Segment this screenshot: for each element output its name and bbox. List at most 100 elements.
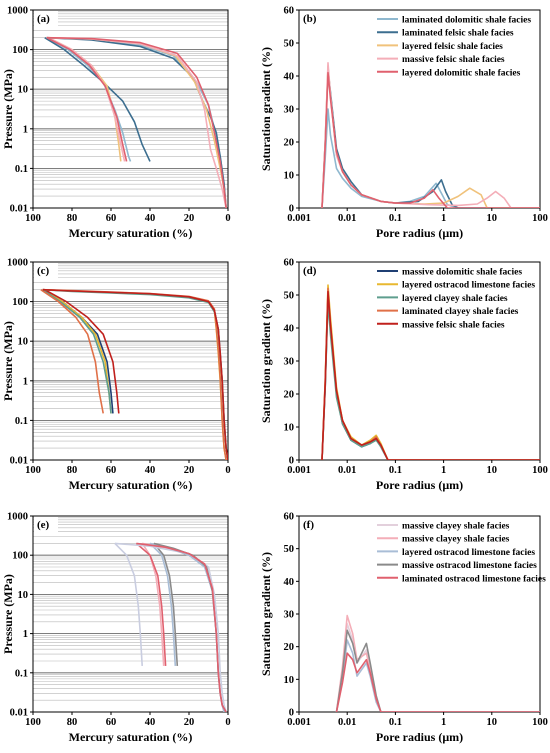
y-tick-label: 0.1 <box>15 164 28 175</box>
y-tick-label: 1 <box>23 124 28 135</box>
y-ticks: 0.01 0.1 1 10 100 1000 <box>7 6 33 215</box>
x-ticks: 0.001 0.01 0.1 1 10 100 <box>287 208 548 224</box>
y-tick-label: 0.1 <box>15 668 28 679</box>
panel-label-box: (c) <box>34 263 58 278</box>
x-tick-label: 0.01 <box>338 717 356 728</box>
panel-label-box: (d) <box>300 263 324 278</box>
series-line <box>321 71 540 208</box>
y-ticks: 0.01 0.1 1 10 100 1000 <box>7 258 33 467</box>
x-tick-label: 100 <box>532 717 548 728</box>
x-ticks: 100 80 60 40 20 0 <box>25 712 231 728</box>
legend-label: massive ostracod limestone facies <box>402 561 537 571</box>
legend-label: massive clayey shale facies <box>402 522 510 532</box>
panel-label: (d) <box>303 265 317 277</box>
x-tick-label: 1 <box>441 465 446 476</box>
legend-label: massive clayey shale facies <box>402 535 510 545</box>
series-line <box>46 36 227 208</box>
grid <box>33 9 228 209</box>
panel-e: 100 80 60 40 20 0 0.01 0.1 1 10 100 1000 Mercury sat… <box>1 512 231 745</box>
x-tick-label: 10 <box>487 213 498 224</box>
x-tick-label: 1 <box>441 213 446 224</box>
y-axis-label: Saturation gradient (%) <box>259 299 273 423</box>
y-tick-label: 30 <box>284 105 295 116</box>
x-tick-label: 0.001 <box>287 465 311 476</box>
y-tick-label: 0 <box>289 204 294 215</box>
series-line <box>42 288 227 460</box>
x-ticks: 100 80 60 40 20 0 <box>25 208 231 224</box>
y-tick-label: 10 <box>284 171 295 182</box>
series-line <box>136 542 227 712</box>
y-tick-label: 60 <box>284 512 295 523</box>
y-tick-label: 1000 <box>7 6 28 17</box>
y-axis-label: Saturation gradient (%) <box>259 47 273 171</box>
y-tick-label: 0.01 <box>10 204 28 215</box>
y-tick-label: 60 <box>284 6 295 17</box>
x-tick-label: 0.1 <box>389 213 402 224</box>
series-line <box>149 542 177 666</box>
x-tick-label: 20 <box>184 465 195 476</box>
x-tick-label: 80 <box>67 465 78 476</box>
panel-label-bg <box>34 517 58 532</box>
series-group <box>321 284 540 460</box>
series-line <box>153 542 179 666</box>
series-line <box>114 542 227 712</box>
x-ticks: 0.001 0.01 0.1 1 10 100 <box>287 460 548 476</box>
y-tick-label: 1 <box>23 376 28 387</box>
x-tick-label: 60 <box>106 213 117 224</box>
x-tick-label: 60 <box>106 465 117 476</box>
series-line <box>44 289 120 414</box>
panel-label: (c) <box>37 265 50 277</box>
y-tick-label: 1 <box>23 629 28 640</box>
plot-frame <box>32 261 229 461</box>
y-tick-label: 0.01 <box>10 708 28 719</box>
x-tick-label: 100 <box>25 213 41 224</box>
y-tick-label: 30 <box>284 610 295 621</box>
y-tick-label: 100 <box>12 551 28 562</box>
y-axis-label: Pressure (MPa) <box>1 69 15 149</box>
plot-frame <box>298 515 541 713</box>
panel-label: (f) <box>303 519 314 531</box>
x-tick-label: 1 <box>441 717 446 728</box>
x-axis-label: Mercury saturation (%) <box>69 226 193 240</box>
y-tick-label: 50 <box>284 39 295 50</box>
series-group <box>44 36 227 208</box>
panel-label-bg <box>34 11 58 26</box>
plot-frame <box>32 515 229 713</box>
series-group <box>321 61 540 208</box>
series-line <box>335 629 540 712</box>
y-tick-label: 60 <box>284 258 295 269</box>
panel-label: (a) <box>37 13 50 25</box>
x-axis-label: Pore radius (μm) <box>376 730 463 744</box>
x-axis-label: Pore radius (μm) <box>376 478 463 492</box>
y-tick-label: 1000 <box>7 258 28 269</box>
legend-label: layered dolomitic shale facies <box>402 68 521 78</box>
series-line <box>42 288 228 460</box>
series-line <box>40 289 104 414</box>
series-line <box>321 68 540 208</box>
series-group <box>114 542 227 712</box>
panel-label-box: (b) <box>300 11 324 26</box>
legend-label: laminated ostracod limestone facies <box>402 574 546 584</box>
y-tick-label: 50 <box>284 291 295 302</box>
panel-label-bg <box>300 11 324 26</box>
x-tick-label: 20 <box>184 717 195 728</box>
y-ticks: 0 10 20 30 40 50 60 <box>284 258 299 467</box>
y-tick-label: 50 <box>284 544 295 555</box>
y-axis-label: Saturation gradient (%) <box>259 552 273 676</box>
y-tick-label: 10 <box>18 85 29 96</box>
series-line <box>48 36 126 162</box>
y-tick-label: 0.1 <box>15 416 28 427</box>
legend: massive dolomitic shale facies layered os… <box>377 268 535 330</box>
x-tick-label: 80 <box>67 717 78 728</box>
y-tick-label: 10 <box>284 675 295 686</box>
legend-label: laminated clayey shale facies <box>402 307 519 317</box>
y-tick-label: 100 <box>12 45 28 56</box>
y-tick-label: 10 <box>18 337 29 348</box>
x-tick-label: 0.01 <box>338 213 356 224</box>
y-tick-label: 20 <box>284 138 295 149</box>
x-tick-label: 0.1 <box>389 717 402 728</box>
panel-a: 100 80 60 40 20 0 0.01 0.1 1 10 100 1000 Mercury sat… <box>1 6 231 241</box>
y-tick-label: 30 <box>284 357 295 368</box>
legend: massive clayey shale facies massive claye… <box>377 522 546 584</box>
